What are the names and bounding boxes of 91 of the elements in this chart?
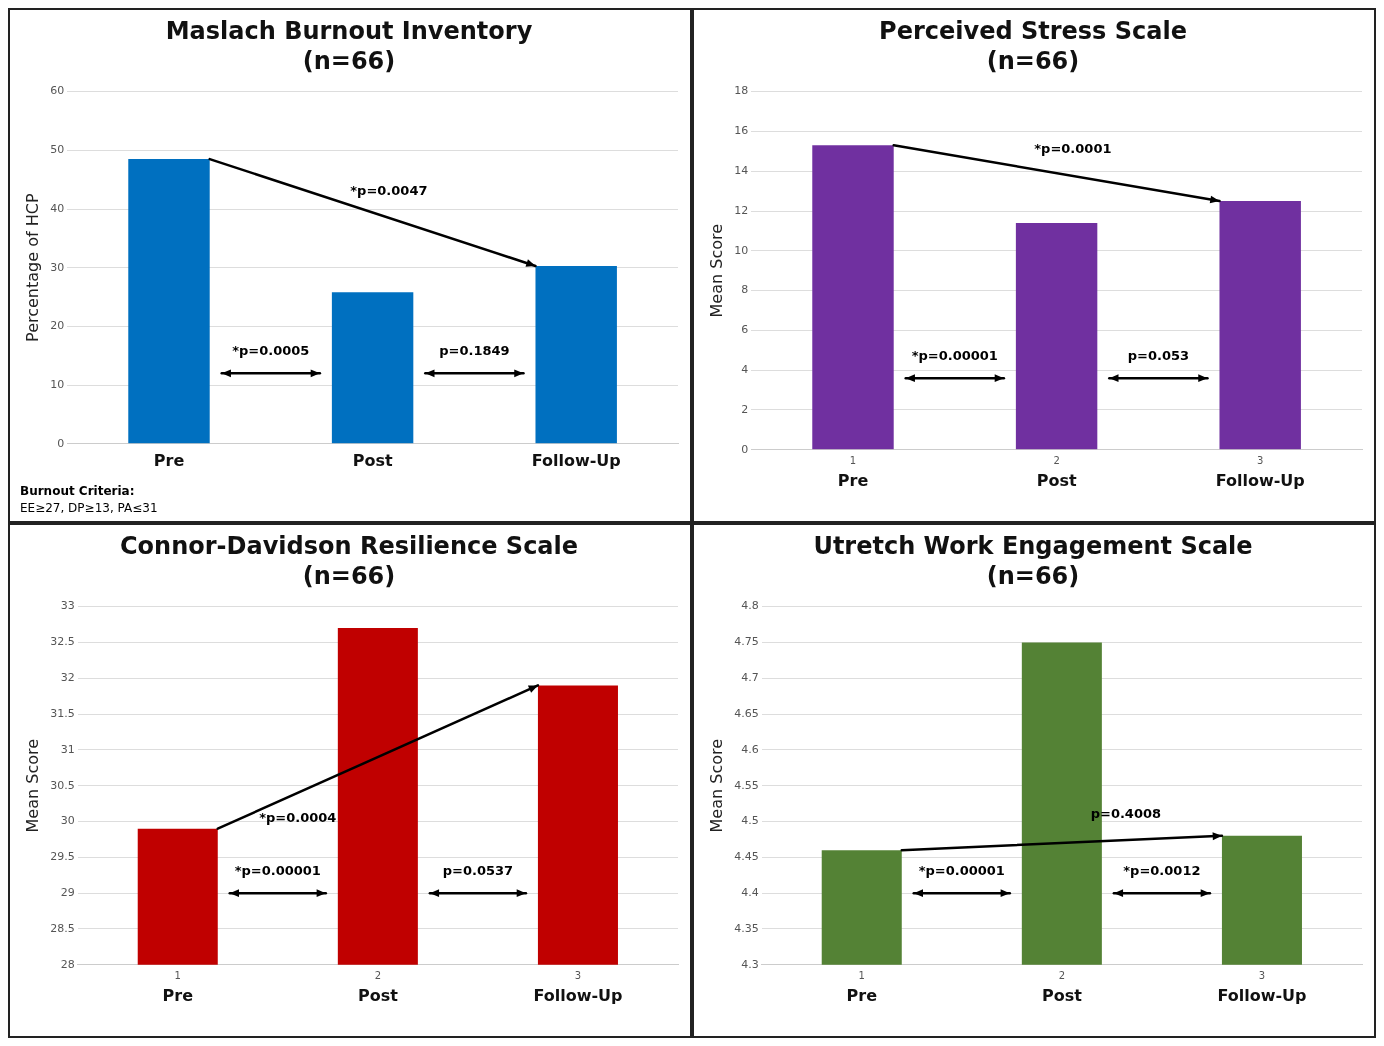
x-tick-label: Follow-Up bbox=[1215, 470, 1305, 490]
y-tick-label: 29 bbox=[60, 886, 75, 900]
x-tick-label: Follow-Up bbox=[533, 985, 623, 1005]
x-tick-label: Post bbox=[352, 450, 393, 470]
text: 1 bbox=[858, 970, 865, 982]
y-tick-label: 30 bbox=[60, 814, 75, 828]
y-tick-label: 4.6 bbox=[741, 742, 759, 756]
x-tick-label: Post bbox=[357, 985, 399, 1005]
y-tick-label: 60 bbox=[50, 84, 65, 98]
x-tick-label: Pre bbox=[162, 985, 194, 1005]
y-tick-label: 28.5 bbox=[50, 921, 75, 935]
y-tick-label: 4.75 bbox=[734, 635, 759, 649]
annotation: p=0.0537 bbox=[442, 862, 514, 878]
x-tick-label: Post bbox=[1041, 985, 1083, 1005]
y-tick-label: 40 bbox=[50, 201, 65, 215]
y-tick-label: 29.5 bbox=[50, 850, 75, 864]
annotation: p=0.1849 bbox=[439, 342, 510, 358]
y-tick-label: 18 bbox=[734, 84, 749, 98]
text: 3 bbox=[1257, 455, 1264, 467]
y-tick-label: 32.5 bbox=[50, 635, 75, 649]
y-tick-label: 31.5 bbox=[50, 706, 75, 720]
y-tick-label: 10 bbox=[50, 377, 65, 391]
y-axis-title: Percentage of HCP bbox=[22, 193, 42, 342]
y-tick-label: 31 bbox=[60, 742, 75, 756]
y-tick-label: 6 bbox=[741, 323, 749, 337]
bar bbox=[812, 145, 894, 450]
text: 3 bbox=[574, 970, 582, 982]
x-tick-label: Pre bbox=[837, 470, 869, 490]
y-tick-label: 28 bbox=[60, 957, 75, 971]
bar bbox=[535, 265, 617, 444]
x-tick-label: Follow-Up bbox=[1217, 985, 1307, 1005]
chart-subtitle: (n=66) bbox=[302, 562, 396, 591]
y-tick-label: 16 bbox=[734, 124, 749, 138]
y-tick-label: 10 bbox=[734, 243, 749, 257]
text: Burnout Criteria: bbox=[20, 484, 135, 499]
bar bbox=[331, 292, 414, 444]
y-tick-label: 33 bbox=[60, 599, 75, 613]
x-tick-label: Post bbox=[1036, 470, 1077, 490]
annotation: *p=0.00001 bbox=[911, 347, 998, 363]
annotation: *p=0.0005 bbox=[232, 342, 310, 358]
y-tick-label: 4.45 bbox=[734, 850, 759, 864]
y-axis-title: Mean Score bbox=[706, 738, 726, 833]
annotation: *p=0.0047 bbox=[350, 183, 428, 199]
chart-subtitle: (n=66) bbox=[986, 47, 1080, 76]
y-tick-label: 2 bbox=[741, 402, 749, 416]
text: 2 bbox=[1058, 970, 1066, 982]
y-tick-label: 4.8 bbox=[741, 599, 759, 613]
text: 3 bbox=[1258, 970, 1266, 982]
bar bbox=[1219, 201, 1301, 450]
y-tick-label: 0 bbox=[741, 442, 749, 456]
y-tick-label: 12 bbox=[734, 203, 749, 217]
text: 1 bbox=[174, 970, 181, 982]
annotation: *p=0.0001 bbox=[1034, 141, 1112, 157]
y-tick-label: 4.4 bbox=[741, 886, 759, 900]
text: 2 bbox=[374, 970, 382, 982]
chart-title: Utretch Work Engagement Scale bbox=[813, 531, 1253, 560]
annotation: p=0.053 bbox=[1127, 347, 1190, 363]
y-tick-label: 0 bbox=[57, 436, 65, 450]
x-tick-label: Pre bbox=[153, 450, 185, 470]
annotation: *p=0.00001 bbox=[234, 862, 321, 878]
annotation: *p=0.00001 bbox=[918, 862, 1005, 878]
y-tick-label: 20 bbox=[50, 319, 65, 333]
x-tick-label: Pre bbox=[846, 985, 878, 1005]
annotation: *p=0.0004 bbox=[259, 810, 337, 826]
x-tick-label: Follow-Up bbox=[531, 450, 621, 470]
y-tick-label: 8 bbox=[741, 283, 749, 297]
chart-subtitle: (n=66) bbox=[986, 562, 1080, 591]
chart-title: Connor-Davidson Resilience Scale bbox=[119, 531, 579, 560]
y-tick-label: 4.55 bbox=[734, 778, 759, 792]
text: EE≥27, DP≥13, PA≤31 bbox=[20, 501, 158, 516]
chart-title: Perceived Stress Scale bbox=[879, 16, 1187, 45]
text: 1 bbox=[849, 455, 857, 467]
chart-subtitle: (n=66) bbox=[302, 47, 396, 76]
y-tick-label: 4.35 bbox=[734, 921, 759, 935]
text: 2 bbox=[1053, 455, 1060, 467]
y-axis-title: Mean Score bbox=[706, 223, 726, 318]
y-tick-label: 14 bbox=[734, 164, 749, 178]
y-tick-label: 30 bbox=[50, 260, 65, 274]
y-tick-label: 4 bbox=[741, 363, 749, 377]
y-tick-label: 4.7 bbox=[741, 671, 759, 685]
y-tick-label: 32 bbox=[60, 671, 75, 685]
y-tick-label: 30.5 bbox=[50, 778, 75, 792]
annotation: *p=0.0012 bbox=[1123, 862, 1201, 878]
y-tick-label: 4.5 bbox=[741, 814, 759, 828]
y-tick-label: 4.65 bbox=[734, 706, 759, 720]
y-tick-label: 4.3 bbox=[741, 957, 759, 971]
chart-title: Maslach Burnout Inventory bbox=[165, 16, 533, 45]
bar bbox=[128, 159, 210, 444]
y-axis-title: Mean Score bbox=[22, 738, 42, 833]
bar bbox=[1015, 222, 1098, 450]
y-tick-label: 50 bbox=[50, 143, 65, 157]
